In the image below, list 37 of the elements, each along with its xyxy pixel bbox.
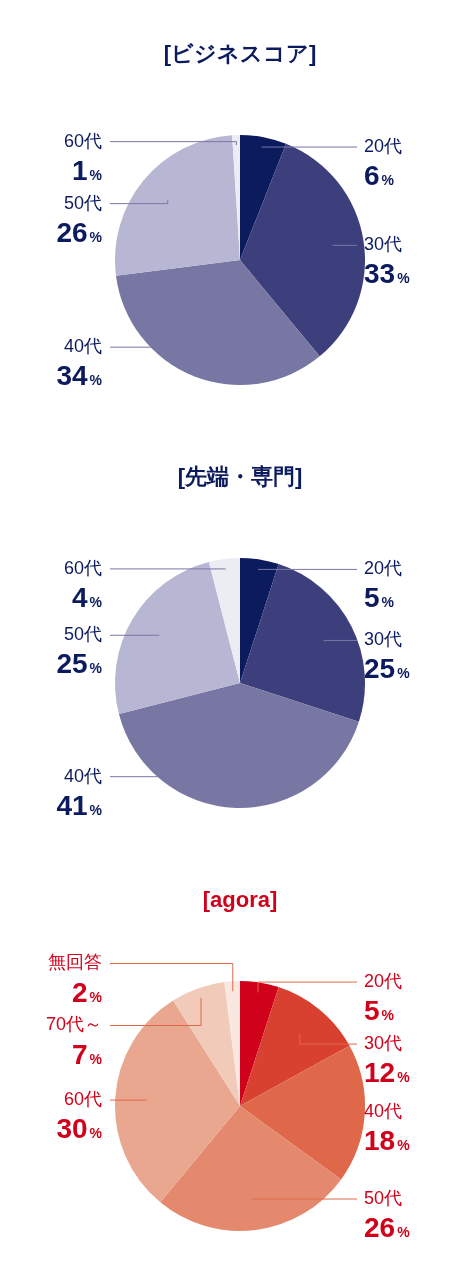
slice-label: 40代 [63,765,102,786]
data-label: 26% [364,1212,411,1244]
slice-label: 40代 [63,336,102,357]
slice-label: 20代 [364,971,403,992]
slice-label: 70代～ [45,1014,102,1035]
data-label: 7% [71,1038,103,1070]
slice-label: 60代 [63,1089,102,1110]
data-label: 6% [364,160,395,192]
data-label: 41% [56,789,103,821]
slice-label: 20代 [364,136,403,157]
data-label: 34% [56,360,103,392]
slice-label: 40代 [364,1100,403,1121]
data-label: 4% [71,581,103,613]
data-label: 26% [56,216,103,248]
chart-title: [agora] [202,887,278,913]
slice-label: 30代 [364,234,403,255]
slice-label: 60代 [63,557,102,578]
data-label: 2% [71,976,103,1008]
data-label: 25% [364,653,411,685]
chart-title: [先端・専門] [177,464,303,490]
slice-label: 50代 [63,624,102,645]
data-label: 33% [364,258,411,290]
slice-label: 20代 [364,558,403,579]
chart-title: [ビジネスコア] [163,41,317,67]
slice-label: 30代 [364,1033,403,1054]
data-label: 30% [56,1113,103,1145]
data-label: 5% [364,582,395,614]
data-label: 5% [364,995,395,1027]
slice-label: 60代 [63,130,102,151]
slice-label: 30代 [364,629,403,650]
data-label: 1% [71,154,103,186]
slice-label: 50代 [63,192,102,213]
data-label: 25% [56,648,103,680]
slice-label: 無回答 [48,952,102,973]
slice-label: 50代 [364,1187,403,1208]
data-label: 18% [364,1124,411,1156]
data-label: 12% [364,1057,411,1089]
